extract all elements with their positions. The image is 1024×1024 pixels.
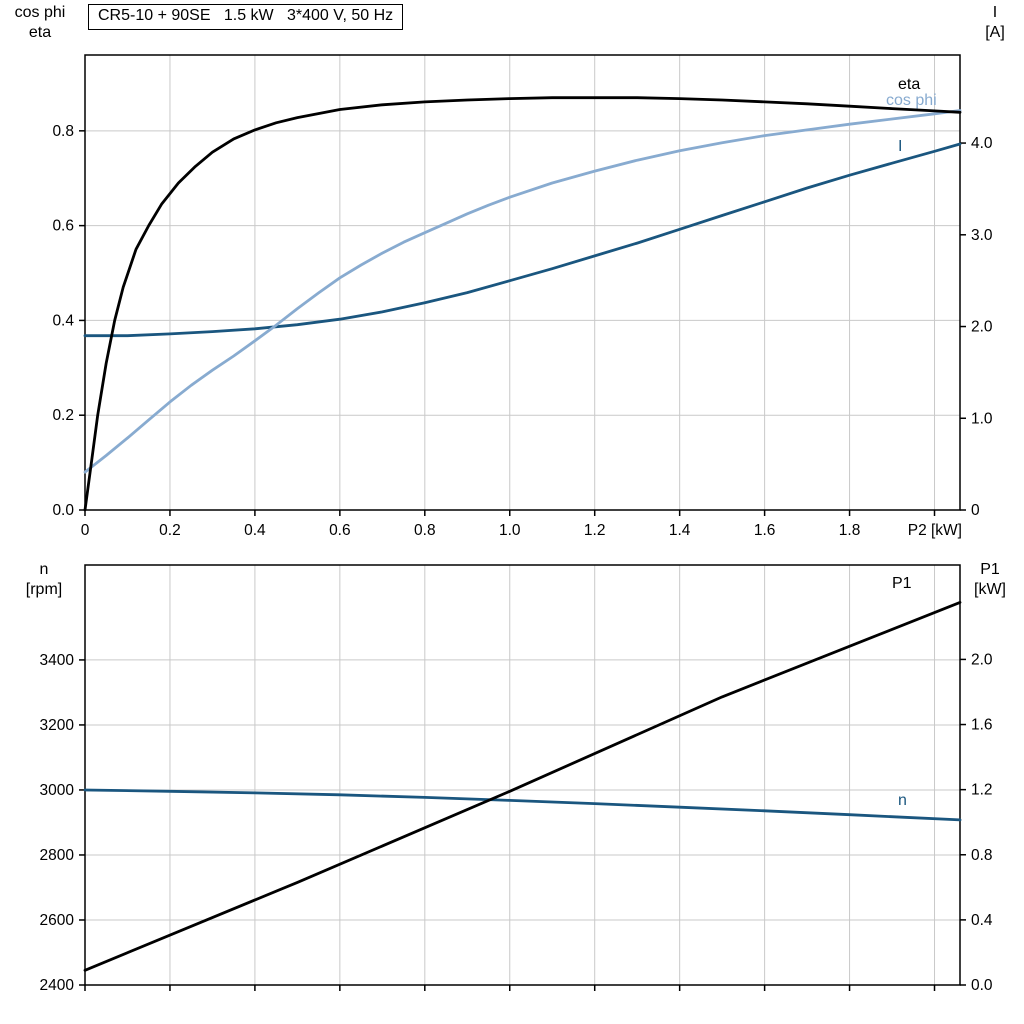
svg-text:2600: 2600 [40, 912, 75, 929]
current-curve-label: I [898, 138, 903, 155]
axis-title-cos-phi: cos phi [14, 4, 66, 21]
svg-text:1.2: 1.2 [584, 522, 606, 539]
svg-text:0.4: 0.4 [52, 312, 74, 329]
left-axis-title-bottom-chart: n [rpm] [8, 560, 80, 600]
svg-text:4.0: 4.0 [971, 135, 993, 152]
cos-phi-curve-label: cos phi [886, 92, 937, 109]
svg-text:3200: 3200 [40, 717, 75, 734]
chart-title-box: CR5-10 + 90SE 1.5 kW 3*400 V, 50 Hz [88, 4, 404, 30]
svg-text:2.0: 2.0 [971, 319, 993, 336]
svg-text:3.0: 3.0 [971, 227, 993, 244]
right-axis-title-top-chart: I [A] [970, 3, 1020, 43]
svg-text:2400: 2400 [40, 977, 75, 994]
axis-title-eta: eta [28, 24, 52, 41]
svg-text:1.0: 1.0 [499, 522, 521, 539]
p1-curve-label: P1 [892, 575, 912, 592]
svg-text:2.0: 2.0 [971, 651, 993, 668]
axis-title-current: I [992, 4, 998, 21]
svg-text:0.4: 0.4 [244, 522, 266, 539]
axis-title-p1: P1 [980, 561, 1000, 578]
svg-text:P2 [kW]: P2 [kW] [908, 522, 962, 539]
svg-text:0.2: 0.2 [159, 522, 181, 539]
svg-text:0.2: 0.2 [52, 407, 74, 424]
svg-text:3400: 3400 [40, 652, 75, 669]
svg-text:1.2: 1.2 [971, 782, 993, 799]
axis-title-speed: n [39, 561, 49, 578]
svg-text:0.6: 0.6 [329, 522, 351, 539]
axis-title-current-unit: [A] [985, 24, 1005, 41]
axis-title-speed-unit: [rpm] [25, 581, 63, 598]
svg-text:3000: 3000 [40, 782, 75, 799]
left-axis-title-top-chart: cos phi eta [0, 3, 80, 43]
right-axis-title-bottom-chart: P1 [kW] [960, 560, 1020, 600]
svg-text:0.8: 0.8 [971, 847, 993, 864]
svg-text:1.6: 1.6 [754, 522, 776, 539]
svg-text:2800: 2800 [40, 847, 75, 864]
n-curve-label: n [898, 792, 907, 809]
svg-text:0.8: 0.8 [414, 522, 436, 539]
svg-text:0.0: 0.0 [971, 977, 993, 994]
svg-text:0: 0 [81, 522, 90, 539]
svg-text:1.4: 1.4 [669, 522, 691, 539]
svg-text:1.0: 1.0 [971, 410, 993, 427]
svg-text:0.4: 0.4 [971, 912, 993, 929]
svg-text:0.6: 0.6 [52, 218, 74, 235]
svg-text:1.6: 1.6 [971, 717, 993, 734]
eta-curve-label: eta [898, 76, 921, 93]
svg-text:0.8: 0.8 [52, 123, 74, 140]
svg-text:1.8: 1.8 [839, 522, 861, 539]
svg-text:0: 0 [971, 502, 980, 519]
svg-text:0.0: 0.0 [52, 502, 74, 519]
axis-title-p1-unit: [kW] [974, 581, 1006, 598]
